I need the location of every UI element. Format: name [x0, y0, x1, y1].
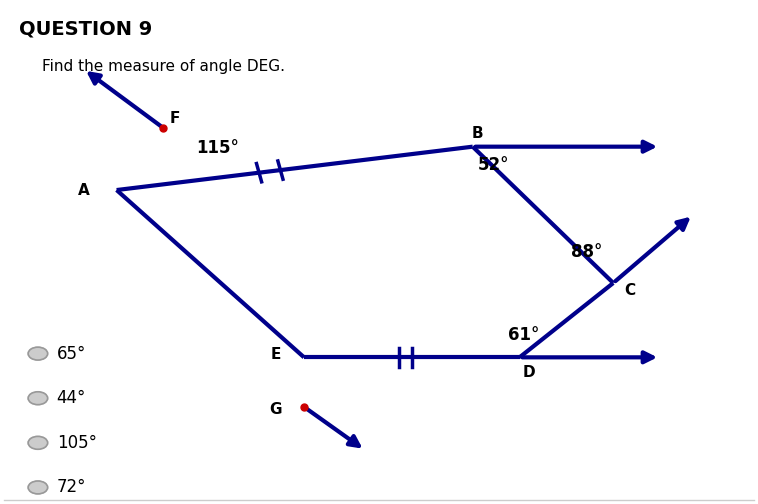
Text: 88°: 88° [571, 243, 603, 261]
Circle shape [28, 436, 48, 449]
Text: F: F [170, 111, 180, 127]
Circle shape [28, 392, 48, 405]
Text: 61°: 61° [509, 326, 540, 344]
Text: 105°: 105° [57, 434, 96, 452]
Text: Find the measure of angle DEG.: Find the measure of angle DEG. [42, 58, 285, 74]
Text: 72°: 72° [57, 478, 86, 496]
Text: 52°: 52° [478, 156, 509, 174]
Text: E: E [271, 347, 281, 362]
Text: B: B [471, 125, 483, 141]
Circle shape [28, 481, 48, 494]
Text: G: G [270, 403, 282, 417]
Text: A: A [78, 182, 89, 198]
Text: D: D [522, 365, 535, 381]
Text: 44°: 44° [57, 389, 86, 407]
Text: 65°: 65° [57, 345, 86, 362]
Circle shape [28, 347, 48, 360]
Text: C: C [625, 283, 636, 298]
Text: QUESTION 9: QUESTION 9 [19, 19, 152, 38]
Text: 115°: 115° [196, 139, 239, 157]
